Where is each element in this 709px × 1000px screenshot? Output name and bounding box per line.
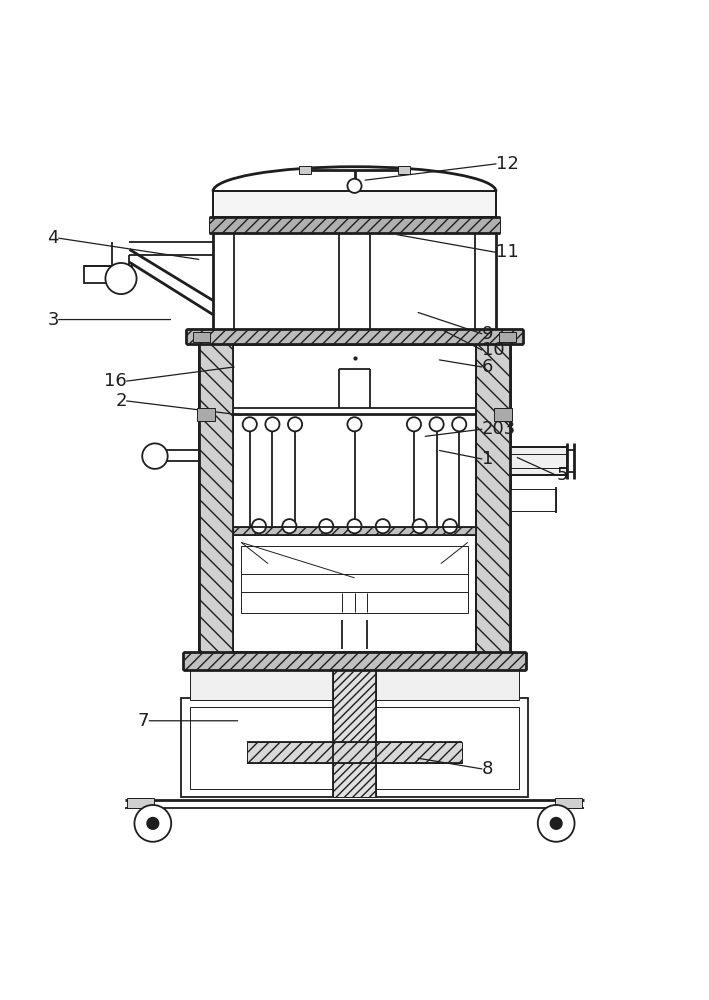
Circle shape <box>319 519 333 533</box>
Circle shape <box>135 805 172 842</box>
Text: 11: 11 <box>496 243 519 261</box>
Text: 10: 10 <box>482 341 505 359</box>
Circle shape <box>288 417 302 431</box>
Text: 8: 8 <box>482 760 493 778</box>
Bar <box>247 742 462 763</box>
Text: 1: 1 <box>482 450 493 468</box>
Circle shape <box>265 417 279 431</box>
Bar <box>213 191 496 217</box>
Bar <box>398 166 410 174</box>
Bar <box>193 332 210 342</box>
Circle shape <box>106 263 137 294</box>
Circle shape <box>143 443 168 469</box>
Text: 12: 12 <box>496 155 519 173</box>
Circle shape <box>430 417 444 431</box>
Bar <box>199 344 233 652</box>
Circle shape <box>347 417 362 431</box>
Text: 6: 6 <box>482 358 493 376</box>
Bar <box>233 527 476 535</box>
Bar <box>299 166 311 174</box>
Bar <box>209 217 500 233</box>
Circle shape <box>347 179 362 193</box>
Bar <box>181 698 528 797</box>
Circle shape <box>452 417 467 431</box>
Bar <box>476 344 510 652</box>
Circle shape <box>242 417 257 431</box>
Text: 7: 7 <box>138 712 150 730</box>
Bar <box>190 670 519 700</box>
Bar <box>555 798 582 808</box>
Bar <box>494 408 512 421</box>
Bar <box>127 798 154 808</box>
Text: 2: 2 <box>115 392 127 410</box>
Bar <box>510 447 566 475</box>
Bar <box>510 489 556 511</box>
Text: 5: 5 <box>556 466 568 484</box>
Circle shape <box>376 519 390 533</box>
Circle shape <box>147 818 159 829</box>
Circle shape <box>537 805 574 842</box>
Bar <box>84 266 133 283</box>
Circle shape <box>407 417 421 431</box>
Circle shape <box>443 519 457 533</box>
Circle shape <box>347 519 362 533</box>
Bar <box>186 329 523 344</box>
Circle shape <box>550 818 562 829</box>
Text: 203: 203 <box>482 420 516 438</box>
Text: 16: 16 <box>104 372 127 390</box>
Bar <box>197 408 215 421</box>
Circle shape <box>282 519 296 533</box>
Bar <box>499 332 516 342</box>
Bar <box>183 652 526 670</box>
Bar <box>333 670 376 797</box>
Text: 3: 3 <box>48 311 59 329</box>
Bar <box>190 707 519 789</box>
Circle shape <box>413 519 427 533</box>
Text: 9: 9 <box>482 325 493 343</box>
Bar <box>241 546 468 613</box>
Text: 4: 4 <box>48 229 59 247</box>
Circle shape <box>252 519 266 533</box>
